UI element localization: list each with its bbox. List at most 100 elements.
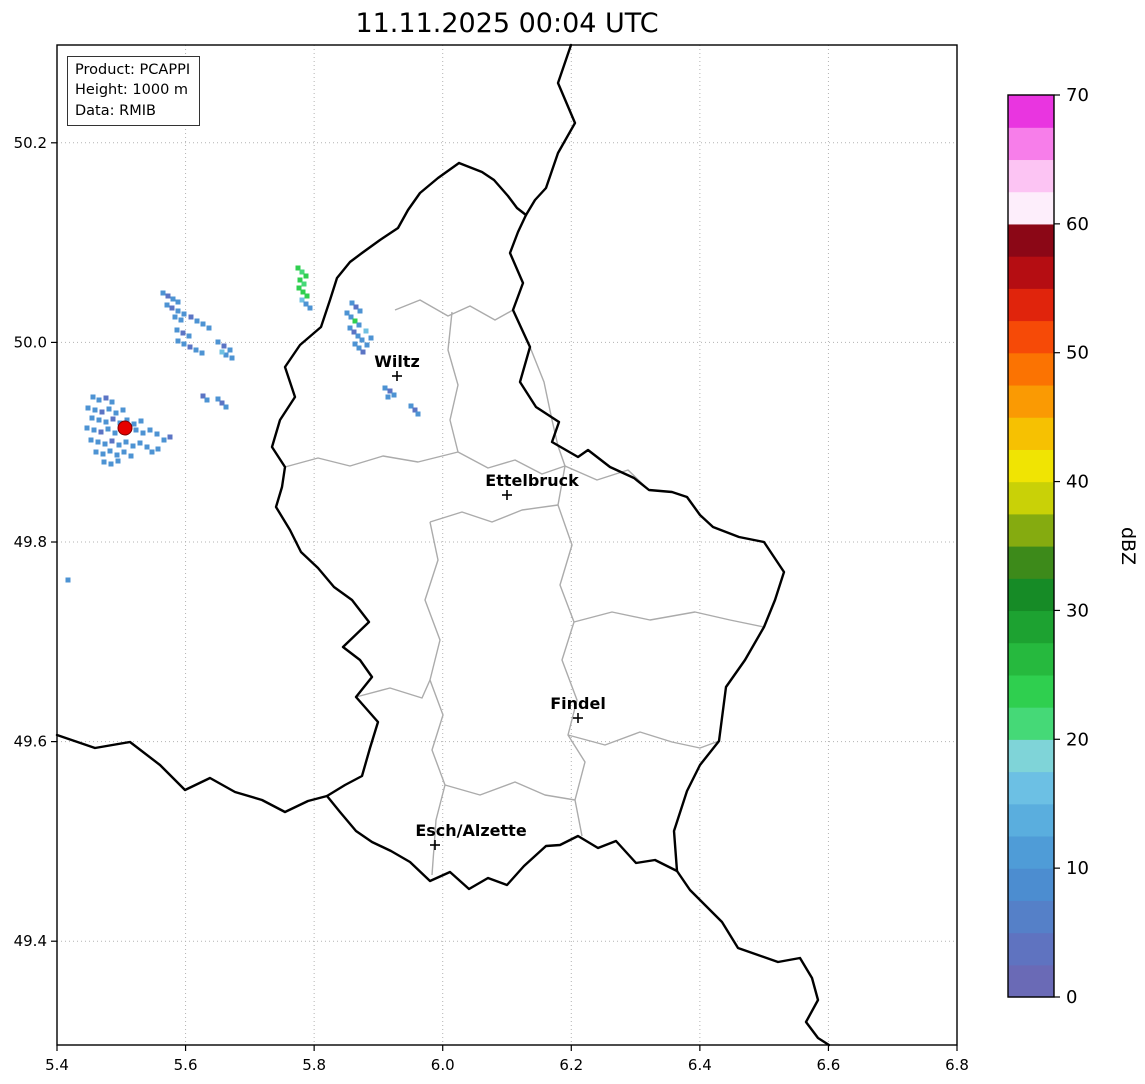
radar-echo-cell: [175, 299, 181, 305]
radar-echo-cell: [199, 350, 205, 356]
colorbar-segment: [1008, 610, 1054, 644]
region-border: [567, 731, 720, 749]
radar-echo-cell: [357, 308, 363, 314]
radar-echo-cell: [103, 395, 109, 401]
colorbar-segment: [1008, 674, 1054, 708]
radar-echo-cell: [204, 397, 210, 403]
radar-echo-cell: [349, 300, 355, 306]
info-box: Product: PCAPPI Height: 1000 m Data: RMI…: [67, 56, 201, 126]
radar-echo-cell: [304, 293, 310, 299]
region-border: [284, 451, 459, 468]
radar-echo-cell: [92, 407, 98, 413]
radar-echo-cell: [172, 314, 178, 320]
radar-echo-cell: [347, 325, 353, 331]
radar-echo-cell: [100, 451, 106, 457]
x-tick-label: 5.4: [45, 1056, 69, 1074]
colorbar-segment: [1008, 159, 1054, 193]
x-tick-label: 5.8: [302, 1056, 326, 1074]
radar-echo-cell: [98, 429, 104, 435]
colorbar-segment: [1008, 739, 1054, 773]
radar-echo-cell: [200, 321, 206, 327]
colorbar-segment: [1008, 642, 1054, 676]
radar-echo-cell: [180, 330, 186, 336]
radar-echo-cell: [133, 427, 139, 433]
info-data-source-line: Data: RMIB: [75, 102, 156, 119]
region-border: [557, 465, 586, 837]
radar-echo-cell: [112, 430, 118, 436]
colorbar-tick-label: 70: [1066, 85, 1089, 106]
y-tick-label: 49.6: [14, 733, 47, 751]
colorbar-tick-label: 40: [1066, 472, 1089, 493]
radar-echo-cell: [355, 333, 361, 339]
radar-echo-cell: [103, 419, 109, 425]
radar-echo-cell: [101, 459, 107, 465]
radar-echo-cell: [178, 317, 184, 323]
colorbar-segment: [1008, 449, 1054, 483]
radar-echo-cell: [121, 449, 127, 455]
radar-echo-cell: [223, 352, 229, 358]
radar-echo-cell: [167, 434, 173, 440]
colorbar-segment: [1008, 288, 1054, 322]
radar-echo-cell: [353, 304, 359, 310]
radar-echo-cell: [164, 302, 170, 308]
radar-echo-cell: [181, 311, 187, 317]
radar-echo-cell: [90, 394, 96, 400]
radar-echo-cell: [219, 400, 225, 406]
radar-echo-cell: [144, 444, 150, 450]
region-border: [424, 521, 446, 876]
radar-echo-cell: [385, 394, 391, 400]
region-border: [394, 299, 514, 321]
radar-echo-cell: [307, 305, 313, 311]
radar-echo-cell: [137, 440, 143, 446]
colorbar-segment: [1008, 384, 1054, 418]
colorbar-tick-label: 30: [1066, 600, 1089, 621]
city-label: Esch/Alzette: [415, 821, 527, 840]
x-tick-label: 6.6: [816, 1056, 840, 1074]
radar-echo-cell: [120, 407, 126, 413]
country-border: [675, 869, 831, 1047]
radar-echo-cell: [110, 416, 116, 422]
radar-echo-cell: [206, 325, 212, 331]
radar-echo-cell: [160, 290, 166, 296]
radar-echo-cell: [128, 453, 134, 459]
colorbar-segment: [1008, 223, 1054, 257]
radar-echo-cell: [84, 425, 90, 431]
colorbar-segment: [1008, 835, 1054, 869]
radar-echo-cell: [297, 277, 303, 283]
colorbar-segment: [1008, 481, 1054, 515]
radar-echo-cell: [360, 349, 366, 355]
radar-echo-cell: [65, 577, 71, 583]
colorbar-segment: [1008, 95, 1054, 128]
radar-echo-cell: [113, 410, 119, 416]
radar-echo-cell: [221, 343, 227, 349]
colorbar-axis-label: dBZ: [1117, 527, 1139, 565]
radar-echo-cell: [131, 421, 137, 427]
colorbar-segment: [1008, 352, 1054, 386]
region-border: [447, 311, 459, 453]
radar-echo-cell: [351, 329, 357, 335]
radar-echo-cell: [301, 281, 307, 287]
colorbar-tick-label: 0: [1066, 987, 1077, 1008]
radar-echo-cell: [215, 396, 221, 402]
colorbar-segment: [1008, 900, 1054, 934]
colorbar-segment: [1008, 546, 1054, 579]
region-border: [573, 611, 765, 628]
colorbar-segment: [1008, 868, 1054, 901]
country-border: [55, 733, 329, 814]
radar-echo-cell: [99, 409, 105, 415]
radar-echo-cell: [85, 405, 91, 411]
radar-echo-cell: [175, 308, 181, 314]
radar-echo-cell: [105, 426, 111, 432]
radar-echo-cell: [229, 355, 235, 361]
country-border: [270, 161, 786, 891]
colorbar-segment: [1008, 771, 1054, 805]
radar-echo-cell: [93, 449, 99, 455]
colorbar-frame: [1007, 94, 1055, 998]
colorbar-segment: [1008, 932, 1054, 966]
y-tick-label: 50.2: [14, 134, 47, 152]
city-label: Wiltz: [374, 352, 420, 371]
radar-echo-cell: [155, 446, 161, 452]
radar-echo-cell: [200, 393, 206, 399]
plot-frame: [56, 44, 958, 1046]
